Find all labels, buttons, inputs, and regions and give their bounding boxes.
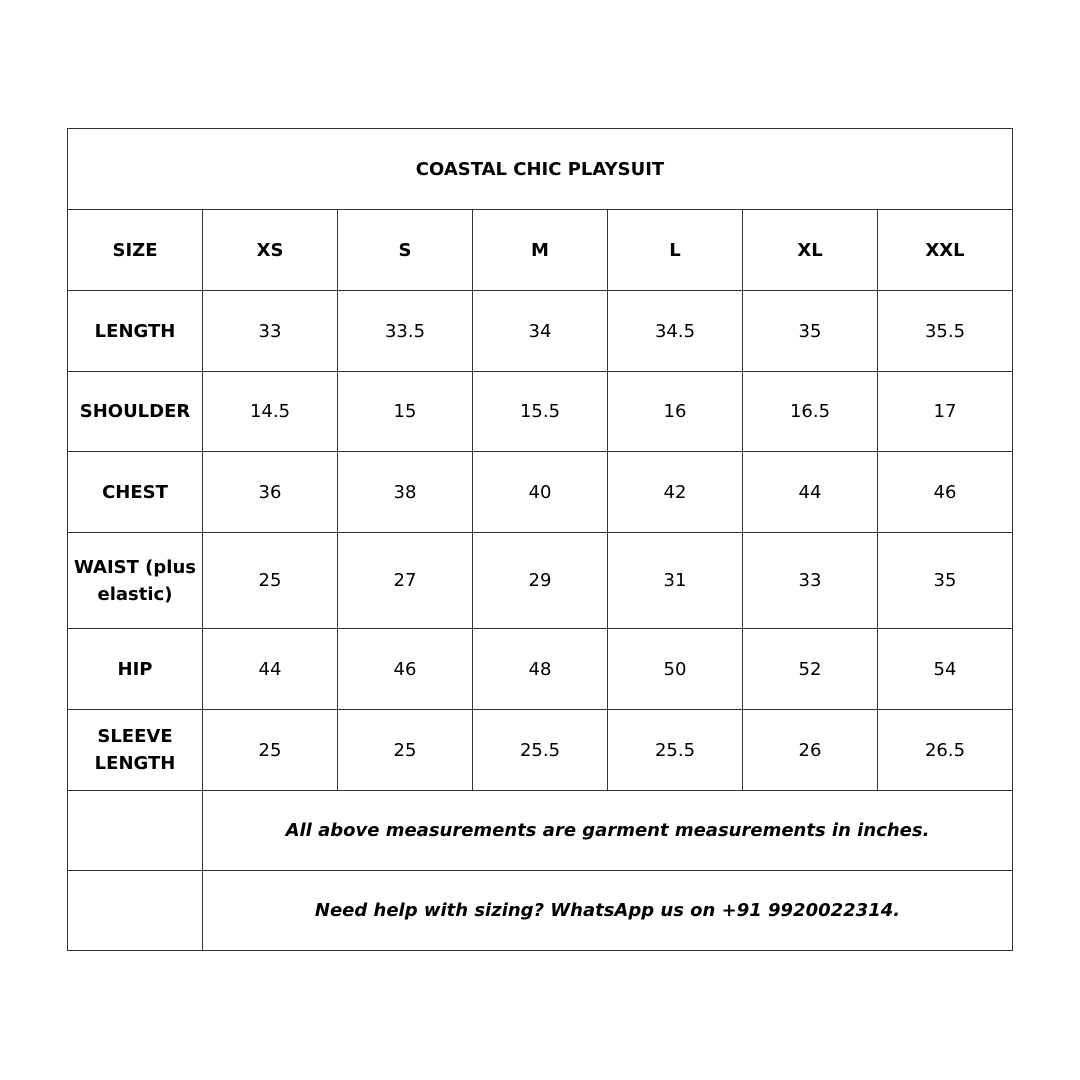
- size-column-header: XS: [202, 209, 338, 291]
- size-column-header: XXL: [877, 209, 1013, 291]
- measurement-label: HIP: [67, 628, 203, 710]
- size-column-header: M: [472, 209, 608, 291]
- measurement-value: 44: [202, 628, 338, 710]
- measurement-value: 15.5: [472, 371, 608, 452]
- measurement-value: 46: [877, 451, 1013, 533]
- measurement-value: 36: [202, 451, 338, 533]
- measurement-value: 35.5: [877, 290, 1013, 372]
- measurement-label: CHEST: [67, 451, 203, 533]
- measurement-value: 52: [742, 628, 878, 710]
- measurement-row: CHEST 36 38 40 42 44 46: [67, 451, 1013, 533]
- measurement-value: 26: [742, 709, 878, 791]
- measurement-value: 16: [607, 371, 743, 452]
- measurement-value: 25.5: [607, 709, 743, 791]
- measurement-value: 33.5: [337, 290, 473, 372]
- measurement-label: LENGTH: [67, 290, 203, 372]
- measurement-row: SHOULDER 14.5 15 15.5 16 16.5 17: [67, 371, 1013, 452]
- size-column-header: L: [607, 209, 743, 291]
- measurement-value: 48: [472, 628, 608, 710]
- measurement-value: 25: [202, 532, 338, 629]
- measurement-value: 27: [337, 532, 473, 629]
- measurement-value: 42: [607, 451, 743, 533]
- measurement-value: 44: [742, 451, 878, 533]
- measurement-value: 14.5: [202, 371, 338, 452]
- measurement-value: 35: [877, 532, 1013, 629]
- size-header: SIZE: [67, 209, 203, 291]
- empty-cell: [67, 870, 203, 951]
- measurement-value: 46: [337, 628, 473, 710]
- measurement-value: 15: [337, 371, 473, 452]
- title-row: COASTAL CHIC PLAYSUIT: [67, 128, 1013, 210]
- measurement-value: 50: [607, 628, 743, 710]
- size-chart-table: COASTAL CHIC PLAYSUIT SIZE XS S M L XL XXL LENG…: [67, 128, 1013, 951]
- measurement-row: WAIST (plus elastic) 25 27 29 31 33 35: [67, 532, 1013, 629]
- measurement-value: 35: [742, 290, 878, 372]
- note-text: All above measurements are garment measu…: [202, 790, 1013, 871]
- size-column-header: S: [337, 209, 473, 291]
- measurement-value: 40: [472, 451, 608, 533]
- note-row: All above measurements are garment measu…: [67, 790, 1013, 871]
- note-text: Need help with sizing? WhatsApp us on +9…: [202, 870, 1013, 951]
- measurement-value: 17: [877, 371, 1013, 452]
- header-row: SIZE XS S M L XL XXL: [67, 209, 1013, 291]
- measurement-label: SLEEVE LENGTH: [67, 709, 203, 791]
- note-row: Need help with sizing? WhatsApp us on +9…: [67, 870, 1013, 951]
- table-title: COASTAL CHIC PLAYSUIT: [67, 128, 1013, 210]
- size-column-header: XL: [742, 209, 878, 291]
- measurement-value: 16.5: [742, 371, 878, 452]
- measurement-value: 33: [202, 290, 338, 372]
- measurement-row: LENGTH 33 33.5 34 34.5 35 35.5: [67, 290, 1013, 372]
- measurement-value: 38: [337, 451, 473, 533]
- measurement-value: 25.5: [472, 709, 608, 791]
- measurement-value: 29: [472, 532, 608, 629]
- measurement-value: 34: [472, 290, 608, 372]
- measurement-row: SLEEVE LENGTH 25 25 25.5 25.5 26 26.5: [67, 709, 1013, 791]
- measurement-value: 34.5: [607, 290, 743, 372]
- measurement-value: 25: [202, 709, 338, 791]
- measurement-value: 31: [607, 532, 743, 629]
- measurement-label: WAIST (plus elastic): [67, 532, 203, 629]
- measurement-value: 54: [877, 628, 1013, 710]
- measurement-value: 33: [742, 532, 878, 629]
- measurement-label: SHOULDER: [67, 371, 203, 452]
- measurement-value: 25: [337, 709, 473, 791]
- measurement-row: HIP 44 46 48 50 52 54: [67, 628, 1013, 710]
- empty-cell: [67, 790, 203, 871]
- measurement-value: 26.5: [877, 709, 1013, 791]
